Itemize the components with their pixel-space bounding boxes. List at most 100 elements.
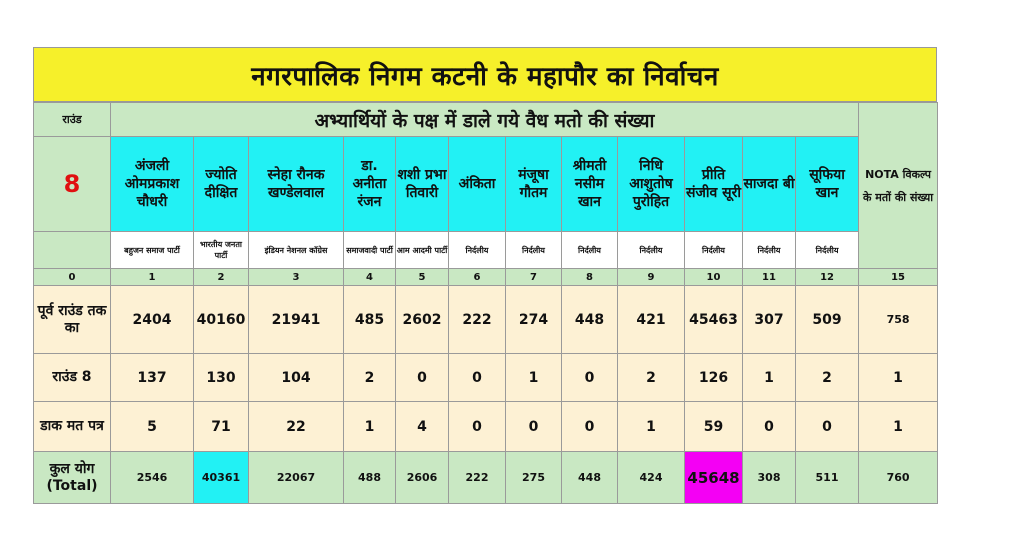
vote-cell: 2 — [617, 353, 685, 402]
vote-cell: 0 — [395, 353, 449, 402]
candidate-name: निधि आशुतोष पुरोहित — [617, 136, 685, 232]
vote-cell: 1 — [505, 353, 562, 402]
total-cell: 40361 — [193, 451, 249, 504]
vote-cell: 130 — [193, 353, 249, 402]
index-cell: 12 — [794, 268, 860, 286]
candidate-name: सूफिया खान — [794, 136, 860, 232]
vote-cell: 137 — [110, 353, 194, 402]
vote-cell: 59 — [684, 401, 743, 452]
row-label: राउंड 8 — [33, 353, 111, 402]
vote-cell: 307 — [742, 285, 796, 354]
vote-cell: 0 — [561, 401, 618, 452]
vote-cell: 2 — [343, 353, 396, 402]
vote-cell: 71 — [193, 401, 249, 452]
vote-cell: 222 — [448, 285, 506, 354]
party-name: निर्दलीय — [794, 231, 860, 269]
party-row-blank — [33, 231, 111, 269]
results-sheet: नगरपालिक निगम कटनी के महापौर का निर्वाचन… — [33, 47, 939, 514]
vote-cell: 40160 — [193, 285, 249, 354]
results-table: राउंड अभ्यार्थियों के पक्ष में डाले गये … — [33, 102, 939, 504]
vote-cell: 485 — [343, 285, 396, 354]
total-cell: 448 — [561, 451, 618, 504]
candidate-row: 8 अंजली ओमप्रकाश चौधरी ज्योति दीक्षित स्… — [33, 136, 938, 232]
total-cell: 275 — [505, 451, 562, 504]
vote-cell: 1 — [742, 353, 796, 402]
vote-cell: 2404 — [110, 285, 194, 354]
total-row: कुल योग (Total) 2546 40361 22067 488 260… — [33, 451, 939, 504]
party-name: इंडियन नेशनल कॉग्रेस — [248, 231, 344, 269]
index-cell: 2 — [193, 268, 249, 286]
total-cell: 308 — [742, 451, 796, 504]
vote-cell: 21941 — [248, 285, 344, 354]
total-cell: 222 — [448, 451, 506, 504]
total-cell-winner: 45648 — [684, 451, 743, 504]
row-label: पूर्व राउंड तक का — [33, 285, 111, 354]
vote-cell: 1 — [617, 401, 685, 452]
vote-cell: 421 — [617, 285, 685, 354]
vote-cell: 0 — [561, 353, 618, 402]
total-cell: 424 — [617, 451, 685, 504]
party-row: बहुजन समाज पार्टी भारतीय जनता पार्टी इंड… — [33, 231, 938, 269]
party-name: निर्दलीय — [684, 231, 743, 269]
candidate-name: स्नेहा रौनक खण्डेलवाल — [248, 136, 344, 232]
vote-cell: 0 — [448, 353, 506, 402]
nota-cell: 1 — [858, 401, 939, 452]
total-cell: 2606 — [395, 451, 449, 504]
index-cell: 7 — [505, 268, 562, 286]
party-name: निर्दलीय — [505, 231, 562, 269]
nota-heading: NOTA विकल्प के मतों की संख्या — [858, 102, 939, 269]
total-label-hindi: कुल योग — [49, 460, 95, 477]
total-nota-cell: 760 — [858, 451, 939, 504]
table-row: पूर्व राउंड तक का 2404 40160 21941 485 2… — [33, 285, 939, 354]
vote-cell: 0 — [448, 401, 506, 452]
candidate-name: अंजली ओमप्रकाश चौधरी — [110, 136, 194, 232]
total-cell: 488 — [343, 451, 396, 504]
index-cell: 1 — [110, 268, 194, 286]
party-name: भारतीय जनता पार्टी — [193, 231, 249, 269]
index-cell: 0 — [33, 268, 111, 286]
vote-cell: 45463 — [684, 285, 743, 354]
candidate-name: ज्योति दीक्षित — [193, 136, 249, 232]
votes-heading: अभ्यार्थियों के पक्ष में डाले गये वैध मत… — [109, 102, 860, 137]
party-name: निर्दलीय — [561, 231, 618, 269]
nota-cell: 1 — [858, 353, 939, 402]
index-cell: 3 — [248, 268, 344, 286]
party-name: आम आदमी पार्टी — [395, 231, 449, 269]
header-row: राउंड अभ्यार्थियों के पक्ष में डाले गये … — [33, 102, 939, 269]
party-name: निर्दलीय — [617, 231, 685, 269]
total-cell: 511 — [794, 451, 860, 504]
party-name: बहुजन समाज पार्टी — [110, 231, 194, 269]
index-cell: 5 — [395, 268, 449, 286]
index-cell: 8 — [561, 268, 618, 286]
vote-cell: 104 — [248, 353, 344, 402]
index-cell: 6 — [448, 268, 506, 286]
index-cell: 11 — [742, 268, 796, 286]
candidate-name: अंकिता — [448, 136, 506, 232]
vote-cell: 509 — [794, 285, 860, 354]
vote-cell: 2602 — [395, 285, 449, 354]
page-title: नगरपालिक निगम कटनी के महापौर का निर्वाचन — [33, 47, 937, 102]
candidate-name: डा. अनीता रंजन — [343, 136, 396, 232]
candidate-name: साजदा बी — [742, 136, 796, 232]
vote-cell: 22 — [248, 401, 344, 452]
nota-cell: 758 — [858, 285, 939, 354]
candidate-name: शशी प्रभा तिवारी — [395, 136, 449, 232]
round-label: राउंड — [33, 102, 111, 137]
vote-cell: 5 — [110, 401, 194, 452]
row-label: डाक मत पत्र — [33, 401, 111, 452]
candidate-name: मंजूषा गौतम — [505, 136, 562, 232]
vote-cell: 4 — [395, 401, 449, 452]
index-cell: 4 — [343, 268, 396, 286]
party-name: समाजवादी पार्टी — [343, 231, 396, 269]
total-cell: 2546 — [110, 451, 194, 504]
total-label: कुल योग (Total) — [33, 451, 111, 504]
table-row: डाक मत पत्र 5 71 22 1 4 0 0 0 1 59 0 0 1 — [33, 401, 939, 452]
total-cell: 22067 — [248, 451, 344, 504]
vote-cell: 274 — [505, 285, 562, 354]
index-cell: 15 — [858, 268, 939, 286]
vote-cell: 2 — [794, 353, 860, 402]
party-name: निर्दलीय — [742, 231, 796, 269]
vote-cell: 1 — [343, 401, 396, 452]
round-number: 8 — [33, 136, 111, 232]
candidate-name: श्रीमती नसीम खान — [561, 136, 618, 232]
